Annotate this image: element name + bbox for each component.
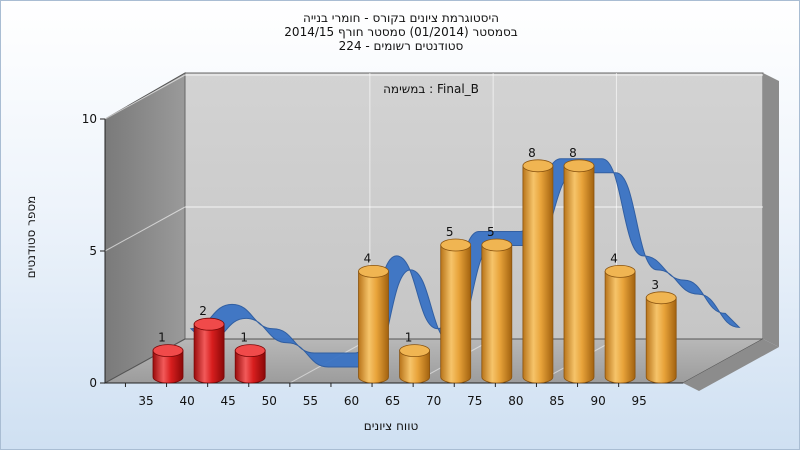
data-label: 3 [651,278,659,292]
x-tick-label: 95 [632,394,647,408]
bar [234,344,266,384]
x-tick-label: 85 [549,394,564,408]
bar [481,238,513,384]
value-labels: 1 2 1 4 1 5 5 8 8 4 3 [158,146,659,345]
data-label: 1 [240,331,248,345]
y-tick-label: 0 [89,376,97,390]
data-label: 1 [158,331,166,345]
data-label: 4 [610,251,618,265]
bar [604,264,636,384]
chart-annotation: במשימה : Final_B [383,82,479,96]
grid-line [104,206,186,252]
bar [399,344,431,384]
data-label: 4 [364,251,372,265]
data-label: 2 [199,304,207,318]
x-tick-label: 70 [426,394,441,408]
grid-line [104,74,186,120]
data-label: 1 [405,331,413,345]
y-tick-label: 10 [82,112,97,126]
x-axis-label: טווח ציונים [363,419,419,433]
floor-edge-shadow [683,339,779,391]
x-tick-label: 90 [590,394,605,408]
data-label: 8 [569,146,577,160]
x-tick-label: 80 [508,394,523,408]
bar [440,238,472,384]
chart-title-line-1: היסטוגרמת ציונים בקורס - חומרי בנייה [303,11,499,25]
x-tick-label: 35 [138,394,153,408]
y-axis-label: מספר סטודנטים [24,195,38,279]
x-tick-label: 60 [344,394,359,408]
y-tick-label: 5 [89,244,97,258]
bars [152,159,677,384]
x-tick-label: 45 [221,394,236,408]
bar [645,291,677,384]
x-tick-label: 50 [262,394,277,408]
bar [152,344,184,384]
x-tick-label: 55 [303,394,318,408]
data-label: 8 [528,146,536,160]
x-tick-label: 65 [385,394,400,408]
data-label: 5 [446,225,454,239]
bar [193,317,225,384]
x-tick-label: 75 [467,394,482,408]
data-label: 5 [487,225,495,239]
bar [522,159,554,384]
right-edge-shadow [763,73,779,347]
chart-title-line-3: 224 - סטודנטים רשומים [338,39,464,53]
bar [358,264,389,384]
x-tick-label: 40 [179,394,194,408]
bar [563,159,595,384]
left-wall [104,72,186,384]
chart-title-line-2: בסמסטר (01/2014) סמסטר חורף 2014/15 [284,25,518,39]
